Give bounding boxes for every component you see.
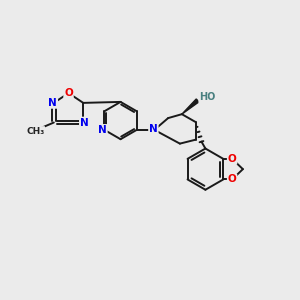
Text: N: N — [80, 118, 88, 128]
Polygon shape — [182, 99, 199, 114]
Text: N: N — [98, 125, 107, 135]
Text: O: O — [64, 88, 73, 98]
Text: O: O — [228, 154, 236, 164]
Text: N: N — [49, 98, 57, 108]
Text: HO: HO — [199, 92, 216, 103]
Text: CH₃: CH₃ — [26, 127, 44, 136]
Text: N: N — [149, 124, 158, 134]
Text: O: O — [228, 174, 236, 184]
